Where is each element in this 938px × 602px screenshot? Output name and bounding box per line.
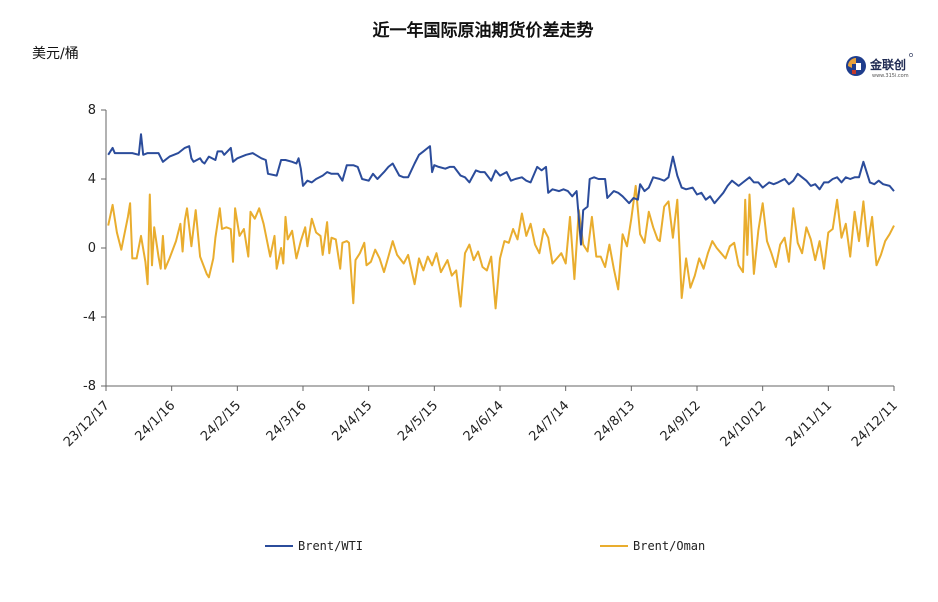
x-tick-label: 24/4/15 [329, 398, 375, 444]
series-line-brent-oman [107, 184, 895, 310]
y-tick-label: 4 [88, 172, 96, 187]
x-tick-label: 24/12/11 [849, 398, 901, 450]
y-tick-label: -4 [83, 310, 96, 325]
y-tick-label: 0 [88, 241, 96, 256]
logo-subtext: www.315i.com [872, 73, 909, 79]
series-line-brent-wti [107, 133, 895, 246]
legend-item-brent-oman: Brent/Oman [600, 539, 705, 553]
legend-label: Brent/WTI [298, 539, 363, 553]
logo: 金联创 www.315i.com [846, 53, 913, 79]
chart-title: 近一年国际原油期货价差走势 [373, 20, 594, 41]
legend-label: Brent/Oman [633, 539, 705, 553]
x-tick-label: 24/5/15 [395, 398, 441, 444]
y-axis-unit-label: 美元/桶 [32, 46, 79, 62]
x-tick-label: 24/7/14 [526, 398, 572, 444]
logo-text: 金联创 [869, 57, 906, 72]
x-tick-label: 24/11/11 [783, 398, 835, 450]
x-tick-label: 24/9/12 [658, 398, 704, 444]
logo-mark-icon [846, 56, 866, 76]
y-tick-label: 8 [88, 103, 96, 118]
registered-mark-icon [909, 53, 913, 57]
x-tick-label: 24/6/14 [461, 398, 507, 444]
x-tick-label: 24/3/16 [264, 398, 310, 444]
x-tick-label: 24/1/16 [132, 398, 178, 444]
x-tick-label: 24/2/15 [198, 398, 244, 444]
y-tick-label: -8 [83, 379, 96, 394]
axes: 8 4 0 -4 -8 23/12/17 24/1/16 24/2/15 24/3/16 24/4… [61, 103, 901, 450]
legend-item-brent-wti: Brent/WTI [265, 539, 363, 553]
x-tick-label: 24/8/13 [592, 398, 638, 444]
x-tick-label: 23/12/17 [61, 398, 113, 450]
x-tick-label: 24/10/12 [718, 398, 770, 450]
legend: Brent/WTI Brent/Oman [265, 539, 705, 553]
series-layer [107, 133, 895, 310]
